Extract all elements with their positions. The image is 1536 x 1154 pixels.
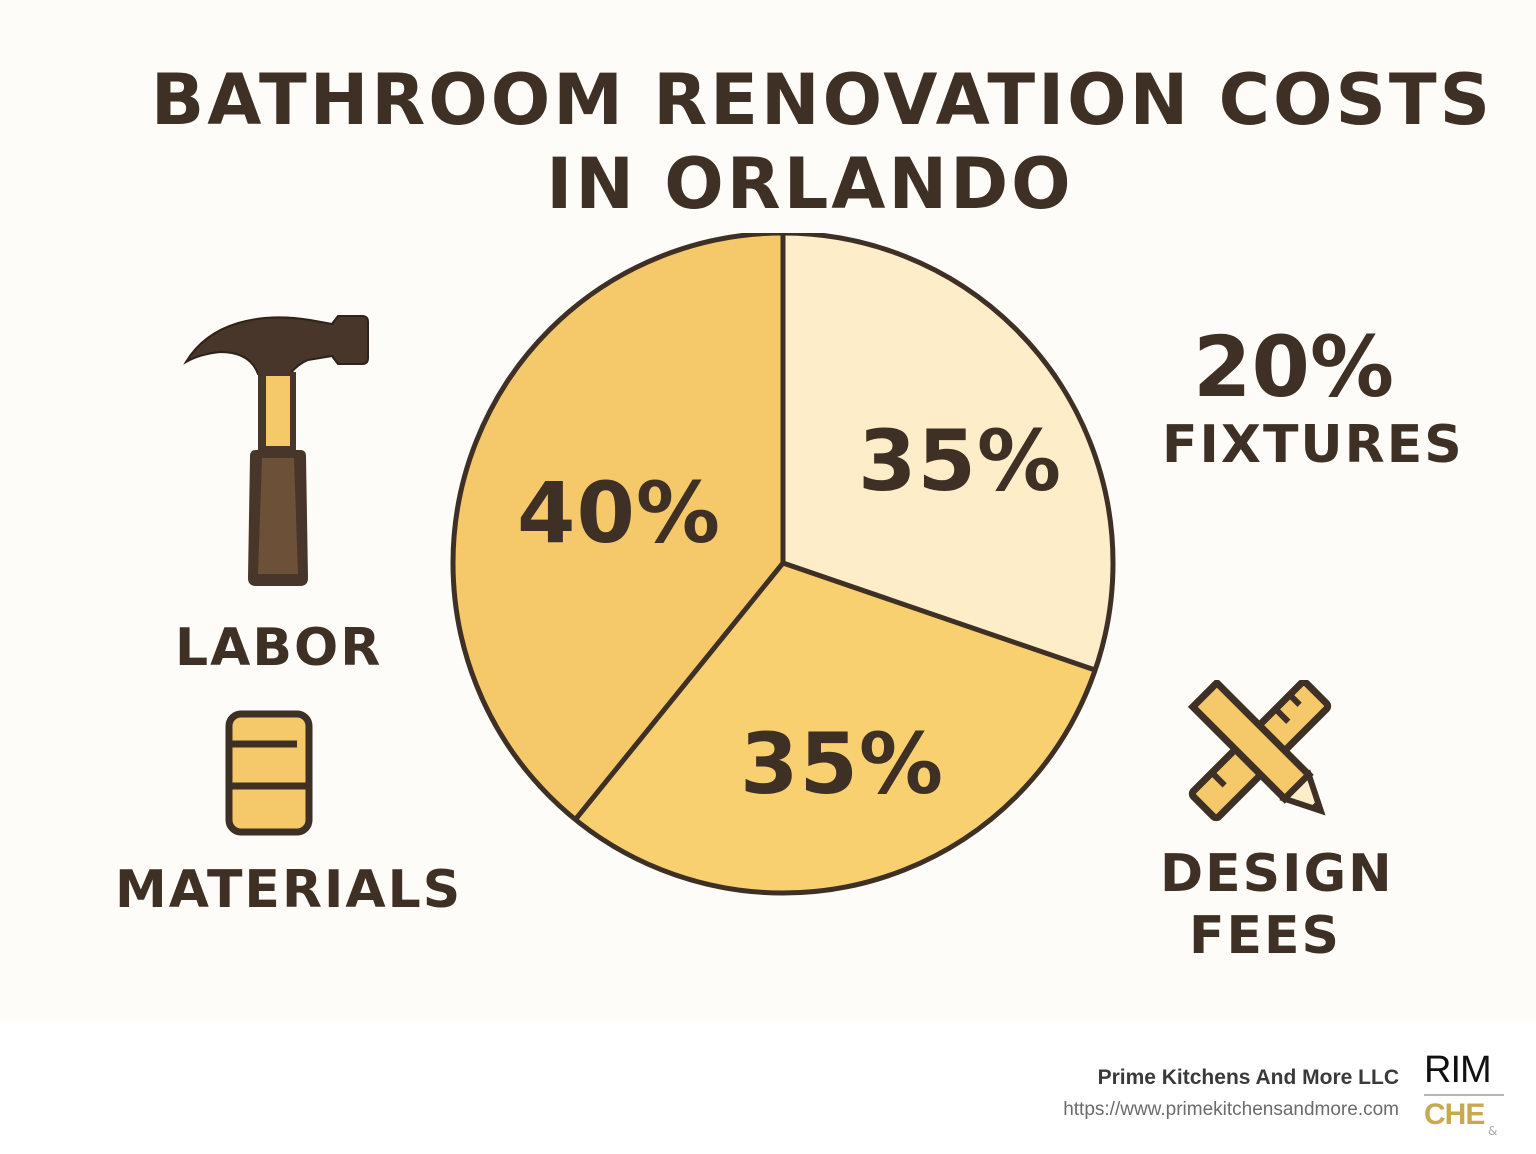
title-line-1: BATHROOM RENOVATION COSTS [150, 59, 1494, 141]
title-line-2: IN ORLANDO [546, 143, 1074, 225]
pie-slice-fixtures [783, 233, 1113, 670]
company-name: Prime Kitchens And More LLC [1097, 1066, 1399, 1089]
pie-chart [450, 233, 1116, 896]
company-url[interactable]: https://www.primekitchensandmore.com [1063, 1099, 1399, 1120]
logo-bottom-text: CHE [1424, 1098, 1485, 1131]
company-logo: RIM CHE & [1424, 1049, 1504, 1138]
pie-label-left: 40% [517, 464, 722, 562]
ruler-pencil-icon [1187, 680, 1332, 822]
label-labor: LABOR [175, 618, 383, 678]
materials-icon [225, 710, 313, 836]
logo-divider [1424, 1094, 1504, 1096]
pie-slice-materials [575, 563, 1095, 894]
footer [0, 1022, 1536, 1154]
page-title: BATHROOM RENOVATION COSTS IN ORLANDO [0, 58, 1536, 226]
logo-ampersand: & [1488, 1124, 1498, 1138]
hammer-icon [183, 315, 369, 586]
label-design-line2: FEES [1188, 906, 1341, 966]
label-design: DESIGN FEES [1160, 843, 1394, 967]
pie-slice-labor [452, 233, 783, 820]
label-materials: MATERIALS [115, 860, 463, 920]
label-fixtures: FIXTURES [1162, 415, 1464, 475]
label-design-line1: DESIGN [1160, 844, 1394, 904]
pie-label-bottom: 35% [740, 715, 945, 813]
fixtures-percent: 20% [1193, 318, 1395, 416]
logo-top-text: RIM [1424, 1049, 1492, 1091]
pie-label-top-right: 35% [858, 412, 1063, 510]
